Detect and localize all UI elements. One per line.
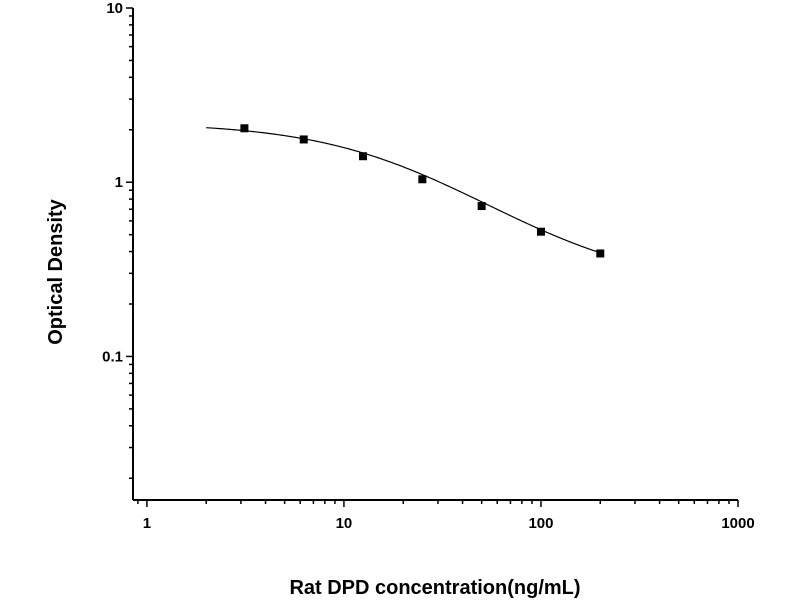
x-tick-label-1000: 1000 [721,515,754,532]
data-point [240,124,249,133]
y-tick-label-0.1: 0.1 [102,348,123,365]
y-tick-label-10: 10 [106,0,123,17]
x-tick-label-10: 10 [336,515,353,532]
x-tick-label-100: 100 [528,515,553,532]
tick-labels: 1 10 100 1000 0.1 1 10 [102,0,755,532]
fit-curve [206,127,601,254]
data-point [299,135,308,144]
data-point [596,249,605,258]
data-point [359,152,368,161]
axes [132,8,738,501]
ticks [126,7,739,507]
data-point [418,175,427,184]
data-point [477,202,486,211]
x-axis-title: Rat DPD concentration(ng/mL) [289,577,580,599]
data-point [536,227,545,236]
y-tick-label-1: 1 [115,174,123,191]
data-points [240,124,605,258]
y-axis-title: Optical Density [45,198,67,344]
x-tick-label-1: 1 [143,515,151,532]
